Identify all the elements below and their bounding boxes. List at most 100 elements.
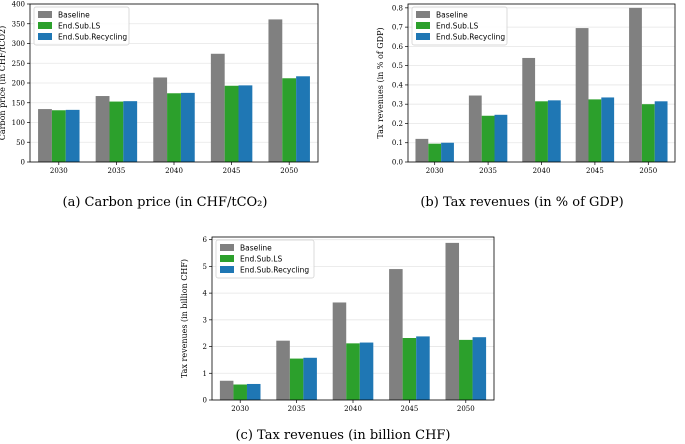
- bar-baseline-2040: [522, 57, 536, 162]
- bar-baseline-2035: [276, 340, 290, 400]
- y-tick-label: 0.5: [392, 62, 403, 70]
- x-tick-label: 2040: [165, 167, 183, 175]
- legend-label: End.Sub.LS: [240, 255, 282, 264]
- bar-end-sub-ls-2045: [588, 99, 602, 162]
- y-tick-label: 0.6: [392, 43, 404, 51]
- bar-baseline-2045: [389, 269, 403, 400]
- figure-caption: (c) Tax revenues (in billion CHF): [235, 428, 450, 443]
- y-tick-label: 150: [12, 99, 25, 107]
- legend-swatch: [220, 255, 234, 262]
- y-tick-label: 0.8: [392, 4, 403, 12]
- x-tick-label: 2050: [457, 405, 475, 413]
- legend-label: Baseline: [436, 11, 468, 20]
- bar-end-sub-recycling-2030: [65, 109, 80, 162]
- bar-baseline-2030: [219, 380, 234, 400]
- x-tick-label: 2045: [400, 405, 418, 413]
- bar-end-sub-recycling-2050: [296, 76, 310, 162]
- bar-end-sub-ls-2040: [535, 101, 548, 162]
- legend-box: [215, 239, 315, 279]
- bar-end-sub-ls-2040: [346, 343, 360, 400]
- legend-label: End.Sub.Recycling: [436, 33, 505, 42]
- bar-end-sub-recycling-2040: [359, 342, 374, 400]
- bar-end-sub-recycling-2050: [654, 101, 668, 162]
- bar-end-sub-ls-2030: [233, 384, 247, 400]
- bar-baseline-2045: [210, 53, 225, 162]
- x-tick-label: 2030: [426, 167, 444, 175]
- bar-end-sub-recycling-2040: [180, 92, 195, 162]
- y-tick-label: 1: [203, 370, 207, 378]
- plot-frame: [407, 3, 676, 163]
- bar-end-sub-ls-2035: [289, 358, 304, 400]
- bar-end-sub-ls-2050: [459, 339, 473, 400]
- bar-end-sub-ls-2050: [641, 104, 655, 162]
- x-tick-label: 2035: [479, 167, 497, 175]
- bar-end-sub-recycling-2035: [123, 101, 138, 162]
- y-tick-label: 50: [16, 139, 25, 147]
- chart-tax-revenues-gdp: 0.0 0.1 0.2 0.3 0.4 0.5 0.6 0.7 0.8 2030 2035 2040 2…: [376, 3, 676, 210]
- bar-end-sub-recycling-2035: [494, 114, 508, 162]
- bar-baseline-2030: [38, 109, 52, 162]
- bar-end-sub-recycling-2035: [303, 357, 317, 400]
- bar-baseline-2030: [415, 138, 429, 162]
- legend-label: Baseline: [58, 11, 90, 20]
- y-tick-label: 4: [203, 290, 208, 298]
- bar-end-sub-ls-2045: [224, 85, 239, 162]
- bar-baseline-2050: [629, 7, 642, 163]
- bar-end-sub-recycling-2045: [416, 336, 430, 400]
- y-axis-label: Tax revenues (in billion CHF): [180, 259, 189, 378]
- legend-label: End.Sub.LS: [436, 22, 478, 31]
- legend-swatch: [220, 244, 234, 251]
- bar-end-sub-ls-2045: [402, 338, 417, 400]
- legend-label: End.Sub.Recycling: [58, 33, 127, 42]
- legend-box: [33, 6, 130, 46]
- y-tick-label: 5: [203, 263, 207, 271]
- bar-baseline-2035: [95, 96, 110, 162]
- y-tick-label: 3: [203, 316, 207, 324]
- y-tick-label: 350: [12, 20, 25, 28]
- y-tick-label: 300: [12, 40, 25, 48]
- plot-frame: [211, 236, 495, 401]
- legend-box: [411, 6, 508, 46]
- bar-baseline-2050: [268, 19, 283, 163]
- bar-end-sub-recycling-2050: [472, 337, 487, 400]
- chart-tax-revenues-chf: 0 1 2 3 4 5 6 2030 2035 2040 2045 2050 Tax revenues …: [180, 236, 495, 443]
- bar-end-sub-ls-2035: [109, 101, 124, 162]
- bar-baseline-2050: [445, 242, 460, 400]
- bar-end-sub-recycling-2030: [246, 383, 261, 400]
- x-tick-label: 2040: [533, 167, 551, 175]
- bar-end-sub-recycling-2030: [441, 142, 454, 162]
- bar-baseline-2040: [332, 302, 347, 400]
- figure-caption: (a) Carbon price (in CHF/tCO₂): [63, 195, 268, 210]
- bar-end-sub-ls-2040: [167, 93, 181, 162]
- x-tick-label: 2045: [586, 167, 604, 175]
- plot-frame: [29, 3, 319, 163]
- y-tick-label: 0: [203, 397, 207, 405]
- bar-baseline-2040: [153, 77, 168, 162]
- bar-end-sub-recycling-2045: [238, 85, 253, 162]
- x-tick-label: 2030: [231, 405, 249, 413]
- chart-carbon-price: 0 50 100 150 200 250 300 350 400 2030 2035 2040 2045…: [0, 1, 319, 210]
- y-tick-label: 400: [12, 1, 25, 9]
- y-tick-label: 6: [203, 236, 208, 244]
- bar-baseline-2035: [468, 95, 482, 162]
- bar-end-sub-ls-2035: [481, 115, 495, 162]
- x-tick-label: 2035: [107, 167, 125, 175]
- legend-swatch: [220, 266, 234, 273]
- legend-swatch: [38, 33, 52, 40]
- bar-end-sub-recycling-2040: [547, 100, 561, 162]
- legend-swatch: [38, 11, 52, 18]
- x-tick-label: 2030: [50, 167, 68, 175]
- legend-swatch: [416, 22, 430, 29]
- y-axis-label: Carbon price (in CHF/tCO2): [0, 26, 7, 140]
- y-axis-label: Tax revenues (in % of GDP): [376, 27, 385, 138]
- legend-swatch: [416, 33, 430, 40]
- y-tick-label: 0.2: [392, 120, 403, 128]
- legend-swatch: [38, 22, 52, 29]
- y-tick-label: 0.4: [392, 81, 404, 89]
- legend-swatch: [416, 11, 430, 18]
- y-tick-label: 0.0: [392, 159, 403, 167]
- y-tick-label: 100: [12, 119, 25, 127]
- legend-label: End.Sub.LS: [58, 22, 100, 31]
- x-tick-label: 2050: [280, 167, 298, 175]
